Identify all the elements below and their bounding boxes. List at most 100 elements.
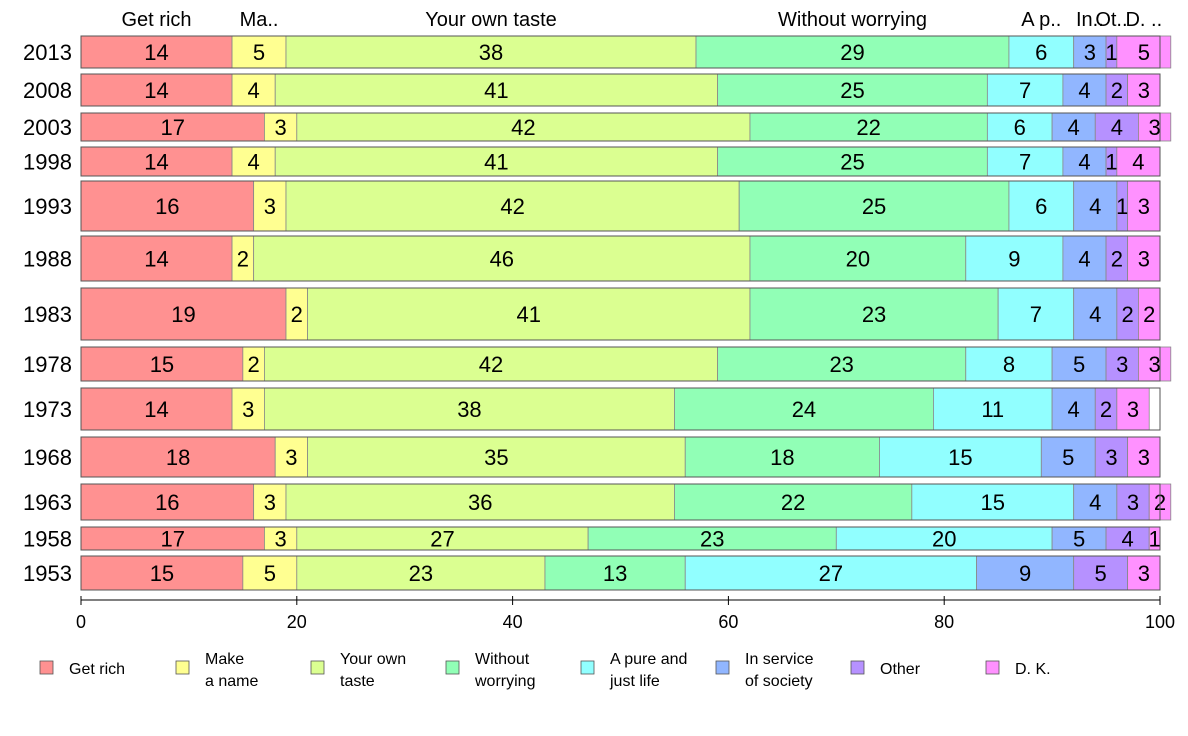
legend-swatch	[715, 660, 730, 675]
bar-segment	[879, 436, 1042, 478]
year-label: 1973	[23, 397, 72, 422]
x-tick-label: 100	[1145, 612, 1175, 632]
legend-item: In service of society	[715, 651, 814, 690]
bar-value-label: 15	[981, 490, 1005, 515]
bar-value-label: 5	[1062, 445, 1074, 470]
bar-segment	[749, 112, 988, 142]
bar-value-label: 19	[171, 302, 195, 327]
legend-swatch	[310, 660, 325, 675]
bar-value-label: 42	[479, 352, 503, 377]
legend-item: Without worrying	[445, 651, 535, 690]
year-label: 2003	[23, 115, 72, 140]
bar-value-label: 3	[1138, 247, 1150, 272]
bar-value-label: 3	[1116, 352, 1128, 377]
bar-segment	[1116, 483, 1150, 521]
bar-value-label: 4	[1078, 150, 1090, 175]
bar-value-label: 4	[1132, 150, 1144, 175]
year-label: 2008	[23, 78, 72, 103]
bar-value-label: 27	[819, 561, 843, 586]
x-tick-label: 60	[718, 612, 738, 632]
bar-segment	[274, 146, 719, 177]
bar-value-label: 22	[856, 115, 880, 140]
legend-label: D. K.	[1015, 661, 1051, 678]
bar-segment	[965, 235, 1064, 282]
bar-value-label: 4	[1068, 115, 1080, 140]
bar-value-label: 5	[1095, 561, 1107, 586]
bar-value-label: 6	[1035, 194, 1047, 219]
bar-outline	[80, 387, 1161, 431]
legend-label: taste	[340, 673, 375, 690]
bar-value-label: 25	[840, 78, 864, 103]
bar-value-label: 3	[285, 445, 297, 470]
bar-value-label: 2	[1111, 247, 1123, 272]
bar-value-label: 4	[1078, 78, 1090, 103]
bar-segment	[80, 35, 233, 69]
bar-value-label: 23	[409, 561, 433, 586]
bar-segment	[1116, 387, 1150, 431]
bar-segment	[285, 483, 675, 521]
bar-value-label: 18	[770, 445, 794, 470]
bar-value-label: 6	[1035, 40, 1047, 65]
year-label: 1993	[23, 194, 72, 219]
bar-value-label: 7	[1019, 78, 1031, 103]
legend-swatch	[850, 660, 865, 675]
legend-item: Other	[850, 660, 921, 678]
column-header-label: Without worrying	[778, 9, 927, 31]
year-label: 1963	[23, 490, 72, 515]
bar-segment	[1127, 235, 1161, 282]
bar-value-label: 1	[1116, 194, 1128, 219]
bar-value-label: 11	[981, 397, 1004, 422]
bar-value-label: 14	[144, 78, 168, 103]
bar-segment	[80, 112, 265, 142]
bar-segment	[231, 146, 276, 177]
bar-value-label: 16	[155, 490, 179, 515]
legend-label: Other	[880, 661, 921, 678]
bar-value-label: 2	[237, 247, 249, 272]
bar-value-label: 36	[468, 490, 492, 515]
bar-value-label: 8	[1003, 352, 1015, 377]
bar-value-label: 9	[1019, 561, 1031, 586]
bar-segment	[717, 73, 988, 107]
bar-value-label: 4	[248, 150, 260, 175]
bar-value-label: 3	[1148, 115, 1160, 140]
bar-value-label: 41	[484, 150, 508, 175]
legend-label: just life	[609, 673, 660, 690]
bar-value-label: 5	[253, 40, 265, 65]
column-header-label: In..	[1076, 9, 1104, 31]
bar-value-label: 14	[144, 40, 168, 65]
column-header-label: Ma..	[240, 9, 279, 31]
bar-segment	[1138, 112, 1172, 142]
bar-value-label: 4	[1111, 115, 1123, 140]
legend-label: worrying	[474, 673, 535, 690]
legend-label: Your own	[340, 651, 406, 668]
bar-value-label: 14	[144, 247, 168, 272]
bar-segment	[1051, 387, 1096, 431]
bar-outline	[80, 346, 1161, 382]
bar-segment	[307, 287, 751, 341]
bar-value-label: 7	[1019, 150, 1031, 175]
bar-value-label: 15	[948, 445, 972, 470]
bar-segment	[674, 483, 913, 521]
year-label: 1998	[23, 150, 72, 175]
bar-outline	[80, 483, 1161, 521]
bar-value-label: 25	[840, 150, 864, 175]
bar-segment	[1051, 346, 1107, 382]
bar-value-label: 5	[1073, 352, 1085, 377]
legend-item: Your own taste	[310, 651, 406, 690]
bar-segment	[976, 555, 1075, 591]
bar-value-label: 41	[517, 302, 541, 327]
bar-value-label: 5	[1138, 40, 1150, 65]
bar-value-label: 25	[862, 194, 886, 219]
bar-value-label: 17	[160, 527, 184, 552]
column-header-labels: Get rich Ma.. Your own taste Without worryi…	[122, 9, 1163, 31]
bar-value-label: 2	[248, 352, 260, 377]
bar-value-label: 2	[1100, 397, 1112, 422]
bar-outline	[80, 73, 1161, 107]
bar-value-label: 23	[700, 527, 724, 552]
bar-value-label: 3	[1138, 561, 1150, 586]
legend-item: D. K.	[985, 660, 1051, 678]
bar-value-label: 23	[862, 302, 886, 327]
bar-segment	[253, 235, 751, 282]
bar-outline	[80, 146, 1161, 177]
